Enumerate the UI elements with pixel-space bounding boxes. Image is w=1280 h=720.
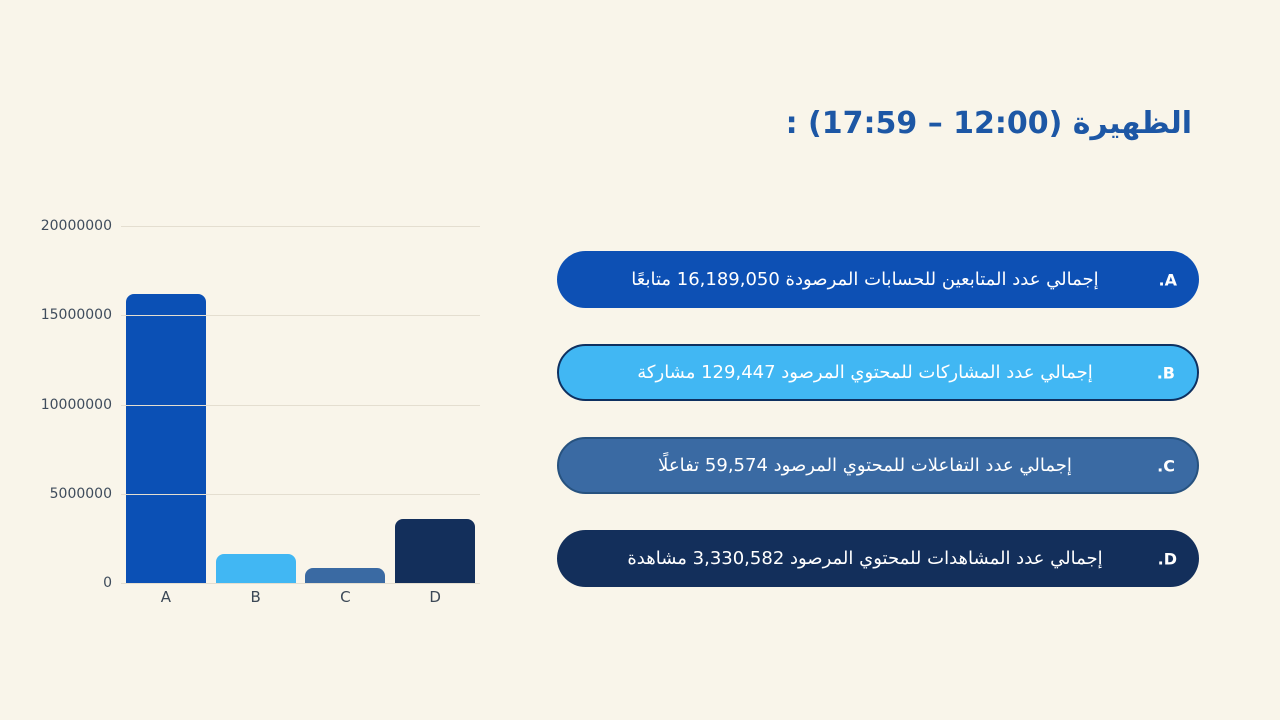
y-axis-tick-label: 10000000 [40, 396, 112, 413]
gridline [121, 493, 480, 495]
legend-card-a: إجمالي عدد المتابعين للحسابات المرصودة 1… [557, 251, 1199, 308]
page-title: الظهيرة (12:00 – 17:59) : [785, 106, 1192, 141]
legend-card-text: إجمالي عدد التفاعلات للمحتوي المرصود 59,… [658, 455, 1072, 476]
x-axis-tick-label-a: A [160, 588, 171, 606]
gridline [121, 315, 480, 317]
bar-series [121, 226, 480, 583]
bar-slot-a [121, 226, 211, 583]
legend-card-letter: .D [1157, 549, 1177, 568]
legend-card-letter: .C [1157, 456, 1175, 475]
legend-card-b: إجمالي عدد المشاركات للمحتوي المرصود 129… [557, 344, 1199, 401]
legend-card-text: إجمالي عدد المتابعين للحسابات المرصودة 1… [631, 269, 1099, 290]
gridline [121, 226, 480, 227]
x-axis-labels: A B C D [121, 588, 480, 606]
bar-slot-b [211, 226, 301, 583]
bar-d [395, 518, 476, 583]
bar-a [125, 294, 206, 583]
legend-cards: إجمالي عدد المتابعين للحسابات المرصودة 1… [557, 251, 1199, 623]
y-axis-tick-label: 20000000 [40, 218, 112, 234]
bar-c [305, 568, 386, 583]
x-axis-tick-label-b: B [250, 588, 261, 606]
y-axis-tick-label: 0 [103, 575, 112, 591]
x-axis-tick-label-c: C [340, 588, 351, 606]
gridline [121, 583, 480, 584]
y-axis-tick-label: 15000000 [40, 307, 112, 324]
bar-slot-d [390, 226, 480, 583]
legend-card-letter: .A [1158, 270, 1177, 289]
bar-slot-c [301, 226, 391, 583]
gridline [121, 404, 480, 406]
legend-card-text: إجمالي عدد المشاركات للمحتوي المرصود 129… [637, 362, 1093, 383]
x-axis-tick-label-d: D [429, 588, 441, 606]
bar-chart-plot-area: A B C D 20000000 15000000 10000000 5000000 0 [41, 218, 480, 606]
legend-card-c: إجمالي عدد التفاعلات للمحتوي المرصود 59,… [557, 437, 1199, 494]
legend-card-text: إجمالي عدد المشاهدات للمحتوي المرصود 3,3… [627, 548, 1103, 569]
legend-card-letter: .B [1156, 363, 1175, 382]
bar-b [215, 554, 296, 583]
legend-card-d: إجمالي عدد المشاهدات للمحتوي المرصود 3,3… [557, 530, 1199, 587]
y-axis-tick-label: 5000000 [49, 485, 112, 502]
